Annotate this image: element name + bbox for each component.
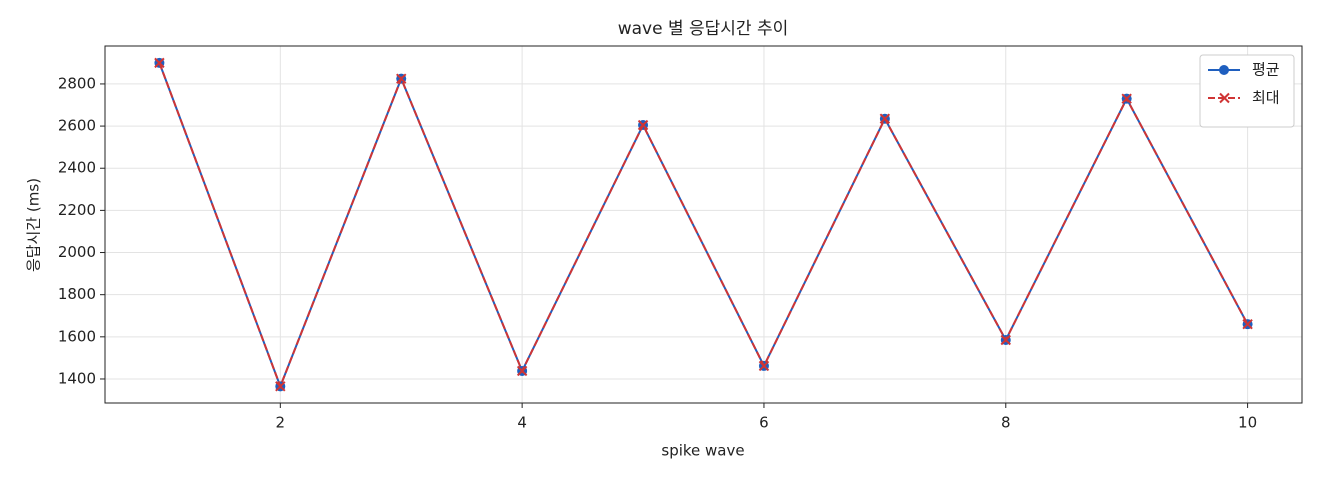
y-tick-label: 2600: [58, 117, 96, 135]
legend-label: 평균: [1252, 61, 1280, 79]
marker: [637, 119, 649, 131]
line: [158, 62, 1249, 390]
marker: [879, 113, 891, 124]
line: [158, 62, 1249, 390]
y-tick-label: 2400: [58, 159, 96, 177]
marker: [1121, 93, 1132, 104]
chart-title: wave 별 응답시간 추이: [618, 19, 789, 39]
legend-box: [1199, 54, 1295, 128]
x-tick-label: 2: [276, 414, 286, 432]
y-tick-label: 2200: [58, 201, 96, 219]
x-tick-label: 8: [1001, 414, 1011, 432]
marker: [1000, 334, 1011, 346]
marker: [758, 360, 770, 372]
x-axis-label: spike wave: [661, 442, 744, 460]
y-axis-label: 응답시간 (ms): [25, 178, 43, 272]
x-tick-label: 6: [759, 414, 769, 432]
marker: [1242, 318, 1253, 330]
y-tick-label: 1800: [58, 285, 96, 303]
x-tick-label: 10: [1238, 414, 1257, 432]
y-tick-label: 1400: [58, 369, 96, 387]
marker: [154, 57, 165, 69]
marker: [275, 381, 286, 392]
plot-frame: [104, 45, 1303, 404]
y-tick-label: 2000: [58, 243, 96, 261]
legend-marker: [1219, 65, 1229, 75]
marker: [516, 365, 528, 377]
legend-label: 최대: [1252, 89, 1280, 107]
x-tick-label: 4: [517, 414, 527, 432]
y-tick-label: 1600: [58, 327, 96, 345]
marker: [396, 73, 407, 84]
y-tick-label: 2800: [58, 74, 96, 92]
legend-marker: [1219, 92, 1230, 104]
